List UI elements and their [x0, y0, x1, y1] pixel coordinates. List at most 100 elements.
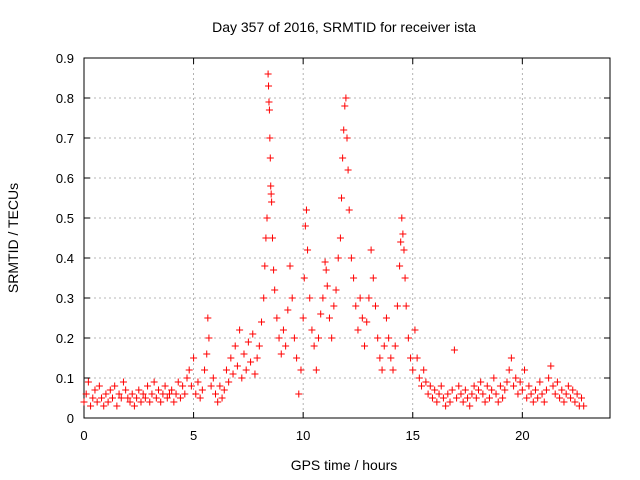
- data-point: [302, 206, 310, 214]
- data-point: [279, 326, 287, 334]
- data-point: [472, 394, 480, 402]
- data-point: [505, 366, 513, 374]
- x-tick-label: 15: [406, 428, 420, 443]
- data-point: [91, 386, 99, 394]
- data-point: [365, 294, 373, 302]
- data-point: [244, 338, 252, 346]
- data-point: [209, 374, 217, 382]
- data-point: [227, 354, 235, 362]
- data-point: [183, 374, 191, 382]
- data-point: [150, 378, 158, 386]
- data-point: [196, 394, 204, 402]
- data-point: [264, 70, 272, 78]
- data-point: [409, 366, 417, 374]
- data-point: [119, 378, 127, 386]
- data-point: [402, 302, 410, 310]
- data-point: [393, 302, 401, 310]
- data-point: [523, 394, 531, 402]
- data-point: [229, 370, 237, 378]
- data-point: [338, 194, 346, 202]
- data-point: [322, 266, 330, 274]
- data-point: [192, 390, 200, 398]
- data-point: [301, 222, 309, 230]
- data-point: [540, 398, 548, 406]
- data-point: [490, 374, 498, 382]
- data-point: [312, 366, 320, 374]
- data-point: [514, 390, 522, 398]
- data-point: [418, 382, 426, 390]
- data-point: [453, 394, 461, 402]
- data-point: [95, 382, 103, 390]
- data-point: [238, 374, 246, 382]
- data-point: [558, 386, 566, 394]
- data-point: [117, 394, 125, 402]
- data-point: [428, 394, 436, 402]
- data-point: [512, 374, 520, 382]
- data-point: [404, 334, 412, 342]
- data-point: [492, 390, 500, 398]
- data-point: [300, 274, 308, 282]
- data-point: [580, 402, 588, 410]
- data-point: [194, 378, 202, 386]
- data-point: [400, 246, 408, 254]
- gridlines: [84, 58, 610, 418]
- data-point: [551, 390, 559, 398]
- data-point: [336, 234, 344, 242]
- data-point: [446, 398, 454, 406]
- data-point: [240, 350, 248, 358]
- data-point: [319, 294, 327, 302]
- data-point: [431, 386, 439, 394]
- data-point: [284, 306, 292, 314]
- data-point: [450, 346, 458, 354]
- data-point: [262, 234, 270, 242]
- data-point: [330, 302, 338, 310]
- data-point: [233, 362, 241, 370]
- data-point: [345, 206, 353, 214]
- data-point: [198, 386, 206, 394]
- y-tick-label: 0.4: [56, 251, 74, 266]
- data-point: [146, 398, 154, 406]
- data-point: [87, 402, 95, 410]
- data-point: [265, 82, 273, 90]
- data-point: [547, 362, 555, 370]
- data-point: [367, 246, 375, 254]
- data-point: [444, 390, 452, 398]
- data-point: [371, 302, 379, 310]
- data-point: [481, 398, 489, 406]
- data-point: [297, 366, 305, 374]
- data-point: [422, 378, 430, 386]
- data-point: [133, 394, 141, 402]
- data-point: [426, 382, 434, 390]
- data-point: [413, 354, 421, 362]
- data-point: [396, 262, 404, 270]
- data-point: [556, 394, 564, 402]
- data-point: [374, 334, 382, 342]
- data-point: [161, 382, 169, 390]
- data-point: [464, 394, 472, 402]
- y-tick-label: 0.8: [56, 91, 74, 106]
- x-tick-label: 0: [80, 428, 87, 443]
- data-point: [80, 398, 88, 406]
- data-point: [376, 354, 384, 362]
- data-point: [466, 402, 474, 410]
- y-tick-label: 0.5: [56, 211, 74, 226]
- data-point: [265, 106, 273, 114]
- data-point: [293, 354, 301, 362]
- data-point: [130, 402, 138, 410]
- data-point: [529, 398, 537, 406]
- data-point: [115, 390, 123, 398]
- data-point: [253, 354, 261, 362]
- data-point: [225, 378, 233, 386]
- data-point: [399, 230, 407, 238]
- data-point: [477, 378, 485, 386]
- axis-ticks: [83, 57, 610, 419]
- data-point: [315, 334, 323, 342]
- data-point: [545, 374, 553, 382]
- data-point: [485, 394, 493, 402]
- data-point: [203, 350, 211, 358]
- data-point: [148, 390, 156, 398]
- data-point: [179, 382, 187, 390]
- data-point: [187, 382, 195, 390]
- data-point: [459, 398, 467, 406]
- data-point: [415, 374, 423, 382]
